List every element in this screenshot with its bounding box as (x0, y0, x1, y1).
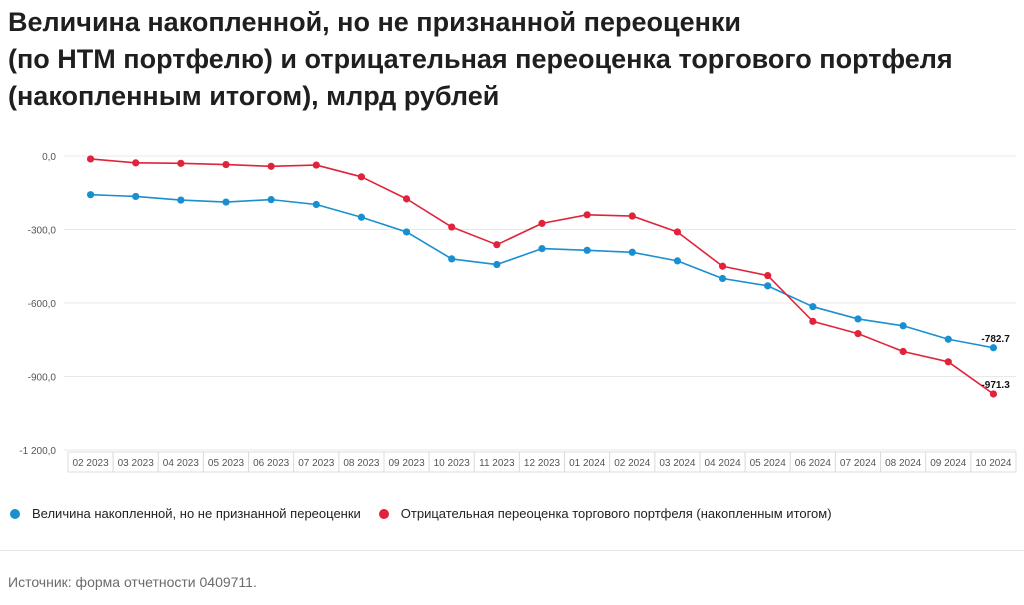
data-point-series-1 (267, 196, 275, 204)
data-point-series-2 (177, 159, 185, 167)
data-point-series-2 (493, 241, 501, 249)
x-tick-label: 07 2024 (840, 458, 877, 469)
chart-title-line-3: (накопленным итогом), млрд рублей (8, 81, 500, 111)
data-point-series-2 (267, 162, 275, 170)
x-tick-label: 09 2024 (930, 458, 967, 469)
x-tick-label: 03 2024 (659, 458, 696, 469)
x-tick-label: 02 2023 (72, 458, 109, 469)
data-point-series-2 (448, 223, 456, 231)
data-point-series-1 (402, 228, 411, 236)
data-point-series-2 (989, 390, 998, 398)
data-point-series-1 (222, 198, 230, 206)
data-point-series-2 (312, 161, 320, 169)
data-point-series-2 (132, 159, 140, 167)
data-point-series-2 (944, 358, 952, 366)
x-tick-label: 10 2023 (434, 458, 471, 469)
x-tick-label: 05 2024 (750, 458, 787, 469)
data-point-series-2 (538, 219, 546, 227)
data-point-series-1 (448, 255, 456, 263)
legend-item-series-1[interactable]: Величина накопленной, но не признанной п… (10, 506, 361, 521)
x-tick-label: 07 2023 (298, 458, 335, 469)
data-label-series-1: -782.7 (981, 334, 1010, 345)
data-label-series-2: -971.3 (981, 380, 1010, 391)
data-point-series-1 (357, 213, 366, 221)
series-line-2 (90, 158, 994, 395)
data-point-series-1 (989, 344, 998, 352)
data-point-series-2 (673, 228, 682, 236)
y-tick-label: -600,0 (28, 299, 57, 310)
chart-legend: Величина накопленной, но не признанной п… (10, 506, 850, 521)
x-tick-label: 04 2024 (704, 458, 741, 469)
data-point-series-1 (86, 191, 95, 199)
x-tick-label: 08 2024 (885, 458, 922, 469)
x-tick-label: 06 2024 (795, 458, 832, 469)
data-point-series-2 (899, 347, 907, 356)
chart-title: Величина накопленной, но не признанной п… (8, 4, 1018, 115)
data-point-series-1 (312, 200, 320, 209)
data-point-series-2 (583, 211, 591, 219)
source-note: Источник: форма отчетности 0409711. (8, 574, 257, 590)
data-point-series-1 (538, 245, 546, 253)
x-tick-label: 04 2023 (163, 458, 200, 469)
data-point-series-2 (402, 195, 411, 203)
data-point-series-2 (357, 173, 366, 181)
data-point-series-2 (854, 330, 862, 338)
legend-label-series-2: Отрицательная переоценка торгового портф… (400, 506, 832, 521)
data-point-series-2 (86, 155, 95, 163)
x-tick-label: 11 2023 (479, 458, 515, 469)
data-point-series-1 (673, 257, 682, 265)
data-point-series-1 (854, 315, 862, 323)
x-tick-label: 01 2024 (569, 458, 606, 469)
y-tick-label: -1 200,0 (19, 446, 56, 457)
x-tick-label: 09 2023 (388, 458, 425, 469)
y-tick-label: 0,0 (42, 152, 56, 163)
chart-title-line-2: (по НТМ портфелю) и отрицательная переоц… (8, 44, 953, 74)
legend-marker-series-2 (378, 508, 389, 519)
data-point-series-1 (628, 248, 636, 256)
x-tick-label: 05 2023 (208, 458, 245, 469)
chart-title-line-1: Величина накопленной, но не признанной п… (8, 7, 742, 37)
data-point-series-2 (809, 317, 817, 325)
x-tick-label: 02 2024 (614, 458, 651, 469)
legend-marker-series-1 (10, 508, 20, 519)
data-point-series-1 (809, 303, 817, 311)
legend-label-series-1: Величина накопленной, но не признанной п… (32, 506, 361, 521)
data-point-series-1 (718, 274, 727, 283)
x-tick-label: 12 2023 (524, 458, 561, 469)
data-point-series-1 (944, 335, 952, 343)
data-point-series-2 (628, 212, 636, 220)
data-point-series-1 (493, 260, 501, 269)
x-tick-label: 10 2024 (975, 458, 1012, 469)
line-chart: 0,0 -300,0 -600,0 -900,0 -1 200,0 02 2023 03 2… (19, 152, 1017, 473)
x-tick-label: 03 2023 (118, 458, 155, 469)
data-point-series-2 (718, 262, 727, 270)
data-point-series-1 (177, 196, 185, 204)
y-tick-label: -900,0 (28, 373, 57, 384)
data-point-series-1 (764, 282, 772, 290)
legend-divider (0, 550, 1024, 551)
x-tick-label: 08 2023 (343, 458, 380, 469)
data-point-series-1 (899, 322, 907, 330)
legend-item-series-2[interactable]: Отрицательная переоценка торгового портф… (378, 506, 832, 521)
x-tick-box (970, 451, 1017, 473)
data-point-series-1 (132, 192, 140, 201)
data-point-series-2 (764, 271, 772, 280)
x-tick-label: 06 2023 (253, 458, 290, 469)
data-point-series-2 (222, 160, 230, 169)
series-line-1 (90, 193, 994, 349)
y-tick-label: -300,0 (28, 226, 57, 237)
data-point-series-1 (583, 246, 591, 254)
